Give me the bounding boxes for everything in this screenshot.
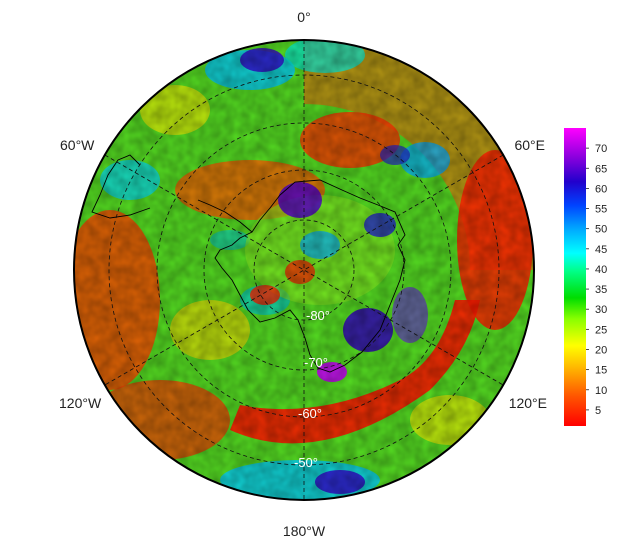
lat-label-70: -70° bbox=[304, 355, 328, 370]
colorbar: 5 10 15 20 25 30 35 40 45 50 55 60 65 70 bbox=[564, 128, 607, 426]
colorbar-tick-label: 30 bbox=[595, 304, 607, 316]
colorbar-tick-label: 25 bbox=[595, 324, 607, 336]
lon-label-120w: 120°W bbox=[59, 395, 102, 411]
colorbar-gradient bbox=[564, 128, 586, 426]
colorbar-tick-label: 65 bbox=[595, 163, 607, 175]
colorbar-tick-label: 40 bbox=[595, 264, 607, 276]
colorbar-tick-label: 55 bbox=[595, 204, 607, 216]
data-field bbox=[74, 40, 534, 500]
colorbar-tick-label: 45 bbox=[595, 244, 607, 256]
lat-label-80: -80° bbox=[306, 308, 330, 323]
colorbar-tick-label: 5 bbox=[595, 405, 601, 417]
lat-label-60: -60° bbox=[298, 406, 322, 421]
coastlines bbox=[91, 154, 406, 373]
colorbar-tick-label: 50 bbox=[595, 224, 607, 236]
colorbar-tick-label: 20 bbox=[595, 344, 607, 356]
colorbar-tick-label: 35 bbox=[595, 284, 607, 296]
colorbar-tick-label: 15 bbox=[595, 365, 607, 377]
lon-label-120e: 120°E bbox=[509, 395, 547, 411]
colorbar-tick-label: 60 bbox=[595, 183, 607, 195]
lon-label-60e: 60°E bbox=[514, 137, 545, 153]
graticule bbox=[104, 40, 504, 500]
lat-label-50: -50° bbox=[294, 455, 318, 470]
lon-label-60w: 60°W bbox=[60, 137, 95, 153]
lon-label-0: 0° bbox=[297, 9, 310, 25]
colorbar-tick-label: 70 bbox=[595, 143, 607, 155]
map-boundary bbox=[73, 39, 535, 501]
colorbar-tick-label: 10 bbox=[595, 385, 607, 397]
lon-label-180w: 180°W bbox=[283, 523, 326, 539]
